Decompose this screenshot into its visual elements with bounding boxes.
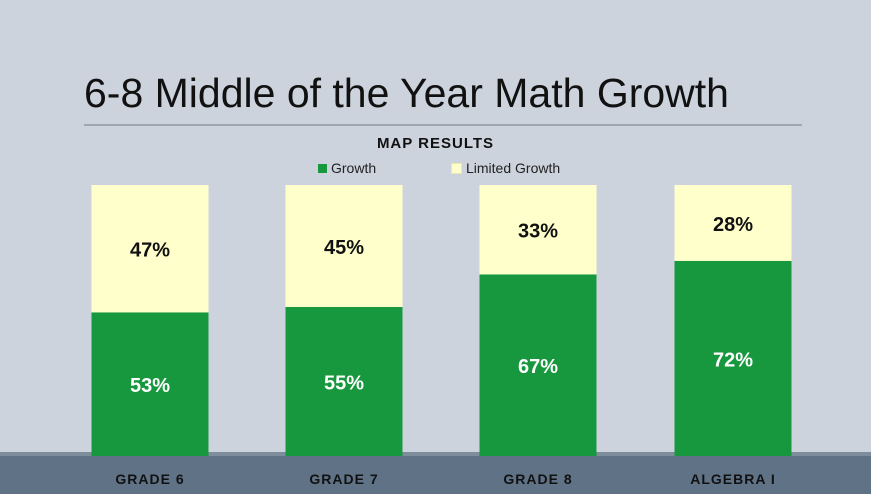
legend-swatch-growth [318,163,327,173]
x-tick-label-algebra-i: ALGEBRA I [690,471,775,487]
title-divider [84,124,802,126]
data-label-growth-grade-7: 55% [324,372,364,394]
axis-band [0,456,871,494]
legend-swatch-limited-growth [451,162,462,174]
legend-label-growth: Growth [331,160,377,176]
legend-label-limited-growth: Limited Growth [466,160,561,176]
legend-item-growth: Growth [318,160,376,176]
x-tick-label-grade-7: GRADE 7 [309,471,378,487]
bar-growth-grade-8 [479,274,597,456]
bar-limited-growth-grade-8 [479,185,597,275]
x-tick-label-grade-8: GRADE 8 [503,471,572,487]
data-label-limited-growth-grade-8: 33% [518,221,558,243]
bar-growth-algebra-i [674,260,792,456]
data-label-growth-grade-6: 53% [130,375,170,397]
bar-growth-grade-6 [91,312,209,456]
chart-title: MAP RESULTS [376,135,495,152]
legend-item-limited-growth: Limited Growth [451,160,560,176]
bar-growth-grade-7 [285,306,403,456]
data-label-limited-growth-grade-6: 47% [130,240,170,262]
data-label-growth-grade-8: 67% [518,356,558,378]
x-tick-label-grade-6: GRADE 6 [115,471,184,487]
axis-line [0,452,871,457]
data-label-limited-growth-grade-7: 45% [324,237,364,259]
data-label-limited-growth-algebra-i: 28% [713,214,753,236]
data-label-growth-algebra-i: 72% [713,349,753,371]
bar-limited-growth-grade-7 [285,185,403,307]
slide-title: 6-8 Middle of the Year Math Growth [84,70,729,116]
bar-limited-growth-grade-6 [91,185,209,313]
bar-limited-growth-algebra-i [674,185,792,261]
